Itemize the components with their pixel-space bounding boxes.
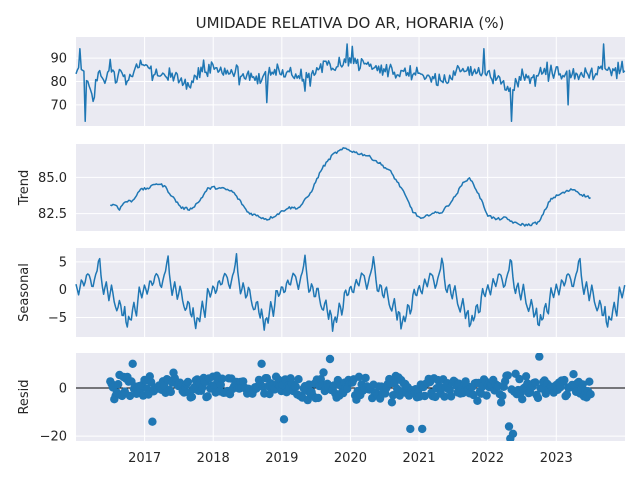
- panel-trend: 82.5 85.0 Trend: [17, 144, 625, 231]
- y-tick-label: 0: [59, 381, 67, 396]
- resid-point: [569, 370, 578, 379]
- resid-point: [503, 371, 512, 380]
- resid-point: [504, 422, 514, 431]
- resid-point: [125, 391, 135, 401]
- resid-point: [508, 429, 518, 438]
- y-tick-label: −20: [40, 430, 67, 445]
- y-tick-label: −5: [48, 311, 67, 326]
- resid-point: [257, 359, 266, 368]
- panel-observed: 70 80 90: [50, 37, 626, 126]
- y-tick-label: 70: [50, 98, 67, 113]
- resid-point: [515, 374, 524, 384]
- resid-point: [314, 393, 323, 403]
- resid-point: [496, 398, 506, 407]
- resid-point: [420, 391, 429, 401]
- y-axis-title: Seasonal: [17, 263, 32, 322]
- resid-point: [389, 391, 398, 400]
- resid-point: [361, 373, 370, 383]
- resid-point: [531, 378, 540, 387]
- x-tick-label: 2019: [265, 451, 298, 466]
- panels: 70 80 90 82.5 85.0 Trend −5 0 5 Seasonal −20 0 Resid: [17, 37, 626, 445]
- panel-seasonal: −5 0 5 Seasonal: [17, 248, 626, 337]
- resid-point: [325, 354, 335, 364]
- resid-point: [585, 377, 594, 386]
- resid-point: [578, 380, 587, 389]
- x-tick-label: 2021: [403, 451, 436, 466]
- y-tick-label: 85.0: [38, 171, 67, 186]
- resid-point: [148, 417, 157, 426]
- resid-point: [291, 382, 300, 391]
- x-tick-label: 2018: [197, 451, 230, 466]
- y-axis-title: Resid: [17, 379, 32, 414]
- y-tick-label: 90: [50, 52, 67, 67]
- x-tick-label: 2023: [540, 451, 573, 466]
- resid-point: [586, 390, 595, 399]
- resid-point: [498, 391, 507, 401]
- resid-point: [294, 375, 303, 384]
- y-tick-label: 80: [50, 75, 67, 90]
- resid-point: [406, 424, 415, 434]
- resid-point: [354, 372, 364, 381]
- resid-point: [203, 392, 212, 401]
- y-tick-label: 82.5: [38, 207, 67, 222]
- resid-point: [521, 372, 531, 381]
- resid-point: [518, 395, 527, 404]
- resid-point: [187, 392, 197, 401]
- resid-point: [535, 353, 544, 361]
- seasonal-series-line: [75, 252, 626, 332]
- resid-point: [418, 424, 427, 434]
- chart-title: UMIDADE RELATIVA DO AR, HORARIA (%): [196, 14, 505, 32]
- resid-point: [319, 368, 328, 377]
- resid-point: [114, 380, 123, 389]
- resid-point: [482, 391, 491, 400]
- resid-point: [128, 359, 137, 368]
- resid-point: [387, 398, 397, 407]
- resid-point: [183, 377, 193, 387]
- x-tick-label: 2022: [471, 451, 504, 466]
- resid-point: [446, 392, 456, 401]
- x-tick-label: 2020: [334, 451, 367, 466]
- trend-series-line: [109, 147, 591, 227]
- resid-point: [560, 375, 569, 385]
- resid-point: [218, 374, 227, 383]
- panel-resid: −20 0 Resid: [17, 353, 625, 445]
- resid-point: [440, 392, 449, 401]
- observed-series-line: [75, 43, 626, 123]
- resid-points: [106, 353, 595, 441]
- resid-point: [533, 393, 543, 403]
- resid-point: [279, 415, 289, 424]
- x-tick-label: 2017: [128, 451, 161, 466]
- resid-point: [562, 390, 572, 399]
- y-tick-label: 0: [59, 283, 67, 298]
- resid-point: [166, 387, 175, 397]
- y-tick-label: 5: [59, 255, 67, 270]
- y-axis-title: Trend: [17, 170, 32, 207]
- x-axis-ticks: 2017 2018 2019 2020 2021 2022 2023: [128, 451, 573, 466]
- resid-point: [473, 396, 482, 405]
